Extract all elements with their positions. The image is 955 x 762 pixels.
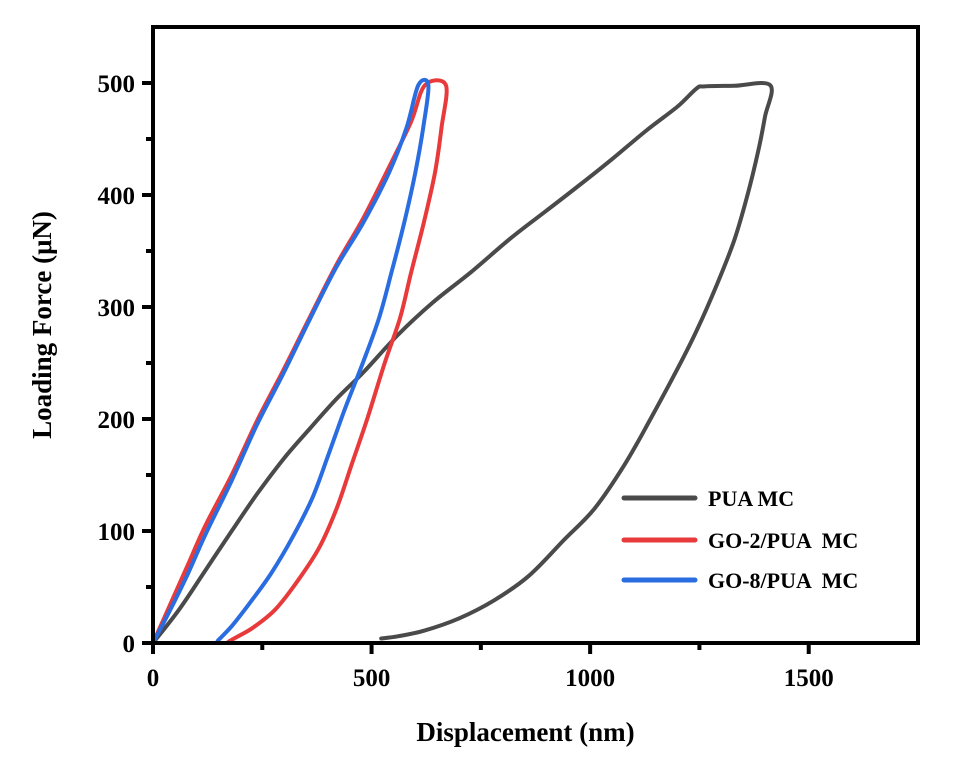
- legend-item: PUA MC: [621, 486, 794, 511]
- y-tick-label: 500: [98, 71, 136, 98]
- series-line-go-8-pua-mc: [151, 77, 431, 645]
- y-axis-ticks: 0 100 200 300 400 500: [98, 71, 153, 658]
- y-tick-label: 200: [98, 407, 136, 434]
- y-tick-label: 100: [98, 519, 136, 546]
- y-tick-label: 0: [123, 631, 136, 658]
- x-tick-label: 500: [353, 665, 391, 692]
- plot-frame: [151, 25, 920, 645]
- x-tick-label: 1500: [784, 665, 834, 692]
- series-layer: [151, 77, 774, 645]
- series-line-go-2-pua-mc: [151, 78, 449, 645]
- legend-item: GO-8/PUA MC: [621, 568, 858, 593]
- legend-label: GO-2/PUA MC: [708, 528, 858, 553]
- x-axis-title: Displacement (nm): [416, 717, 634, 747]
- legend-label: GO-8/PUA MC: [708, 568, 858, 593]
- legend: PUA MC GO-2/PUA MC GO-8/PUA MC: [621, 486, 858, 593]
- y-axis-title: Loading Force (μN): [27, 211, 57, 439]
- y-tick-label: 400: [98, 183, 136, 210]
- series-line-pua-mc: [151, 81, 774, 645]
- legend-label: PUA MC: [708, 486, 794, 511]
- x-tick-label: 0: [147, 665, 160, 692]
- legend-item: GO-2/PUA MC: [621, 528, 858, 553]
- x-tick-label: 1000: [565, 665, 615, 692]
- y-tick-label: 300: [98, 295, 136, 322]
- x-axis-ticks: 0 500 1000 1500: [147, 643, 834, 692]
